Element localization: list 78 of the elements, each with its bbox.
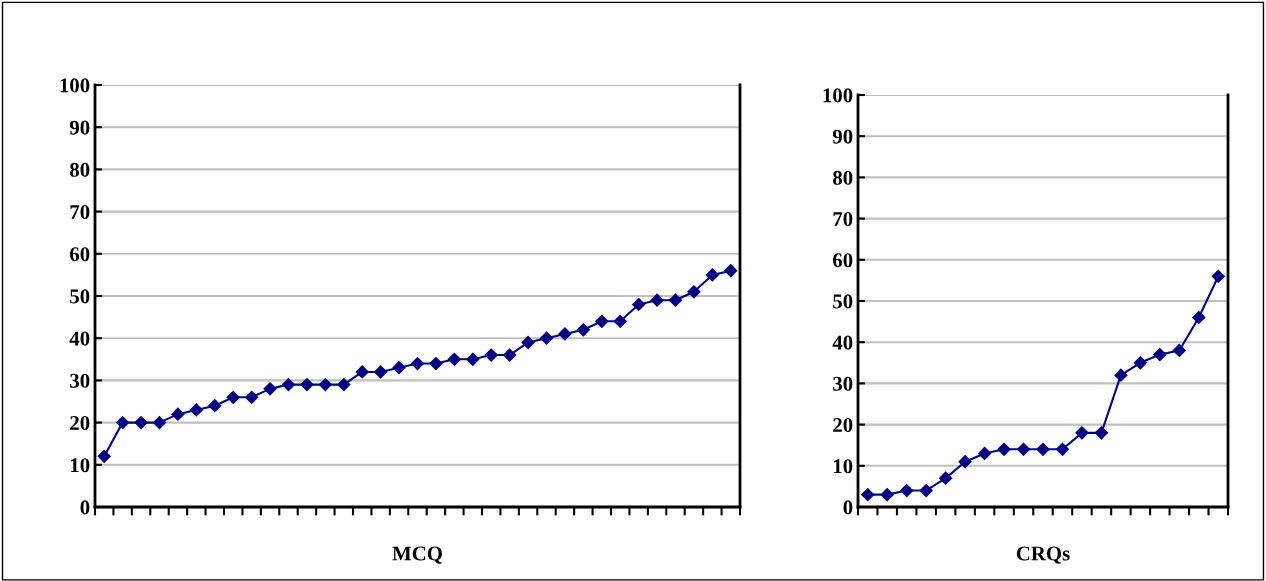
point [1114, 368, 1128, 382]
point [466, 352, 480, 366]
y-tick-label: 100 [823, 88, 853, 103]
point [171, 407, 185, 421]
point [245, 390, 259, 404]
point [705, 268, 719, 282]
y-tick-label: 20 [70, 415, 90, 431]
point [355, 365, 369, 379]
point [958, 455, 972, 469]
y-tick-label: 100 [60, 78, 90, 93]
point [1016, 442, 1031, 456]
point [880, 488, 894, 502]
point [318, 378, 332, 392]
point [724, 264, 738, 278]
y-tick-label: 80 [833, 170, 853, 185]
point [1153, 347, 1167, 362]
point [576, 323, 590, 337]
point [300, 378, 314, 392]
y-tick-label: 30 [833, 376, 853, 391]
point [1094, 426, 1109, 440]
point [189, 403, 203, 417]
point [939, 471, 953, 485]
point [613, 314, 627, 328]
y-tick-label: 70 [70, 204, 90, 220]
y-tick-label: 20 [833, 417, 853, 433]
point [281, 378, 296, 392]
y-tick-label: 0 [80, 500, 90, 515]
y-tick-label: 40 [69, 331, 90, 346]
point [374, 365, 388, 379]
point [1172, 343, 1186, 358]
y-tick-label: 60 [833, 253, 853, 268]
x-axis-title: MCQ [392, 546, 443, 564]
point [208, 399, 222, 413]
point [919, 483, 933, 498]
y-tick-label: 30 [70, 373, 90, 388]
point [447, 352, 461, 366]
point [558, 327, 572, 341]
point [152, 416, 167, 430]
y-tick-label: 80 [70, 162, 90, 177]
y-tick-label: 10 [70, 458, 90, 473]
y-tick-label: 70 [833, 211, 853, 227]
point [900, 483, 914, 498]
point [1036, 442, 1050, 456]
point [632, 297, 646, 312]
point [337, 378, 351, 392]
y-tick-label: 90 [832, 129, 853, 144]
y-tick-label: 50 [70, 289, 90, 304]
y-tick-label: 10 [833, 459, 853, 474]
point [1211, 269, 1225, 283]
point [1192, 310, 1206, 325]
point [1133, 356, 1147, 370]
point [116, 416, 130, 430]
point [429, 356, 443, 371]
point [977, 446, 992, 461]
point [410, 356, 425, 371]
point [226, 390, 240, 404]
point [687, 285, 701, 299]
point [392, 361, 406, 375]
y-tick-label: 90 [69, 120, 90, 135]
point [97, 449, 111, 463]
point [1055, 442, 1070, 456]
point [1075, 426, 1089, 440]
point [484, 348, 498, 362]
y-tick-label: 0 [843, 500, 853, 515]
point [668, 293, 683, 307]
point [134, 416, 148, 430]
y-tick-label: 50 [833, 294, 853, 309]
y-tick-label: 40 [832, 335, 853, 350]
point [263, 382, 277, 396]
point [595, 314, 609, 328]
point [503, 348, 517, 362]
x-axis-title: CRQs [1016, 546, 1070, 564]
point [650, 293, 664, 307]
point [861, 488, 875, 502]
point [539, 331, 554, 345]
point [521, 335, 535, 350]
point [997, 442, 1011, 456]
y-tick-label: 60 [70, 247, 90, 262]
